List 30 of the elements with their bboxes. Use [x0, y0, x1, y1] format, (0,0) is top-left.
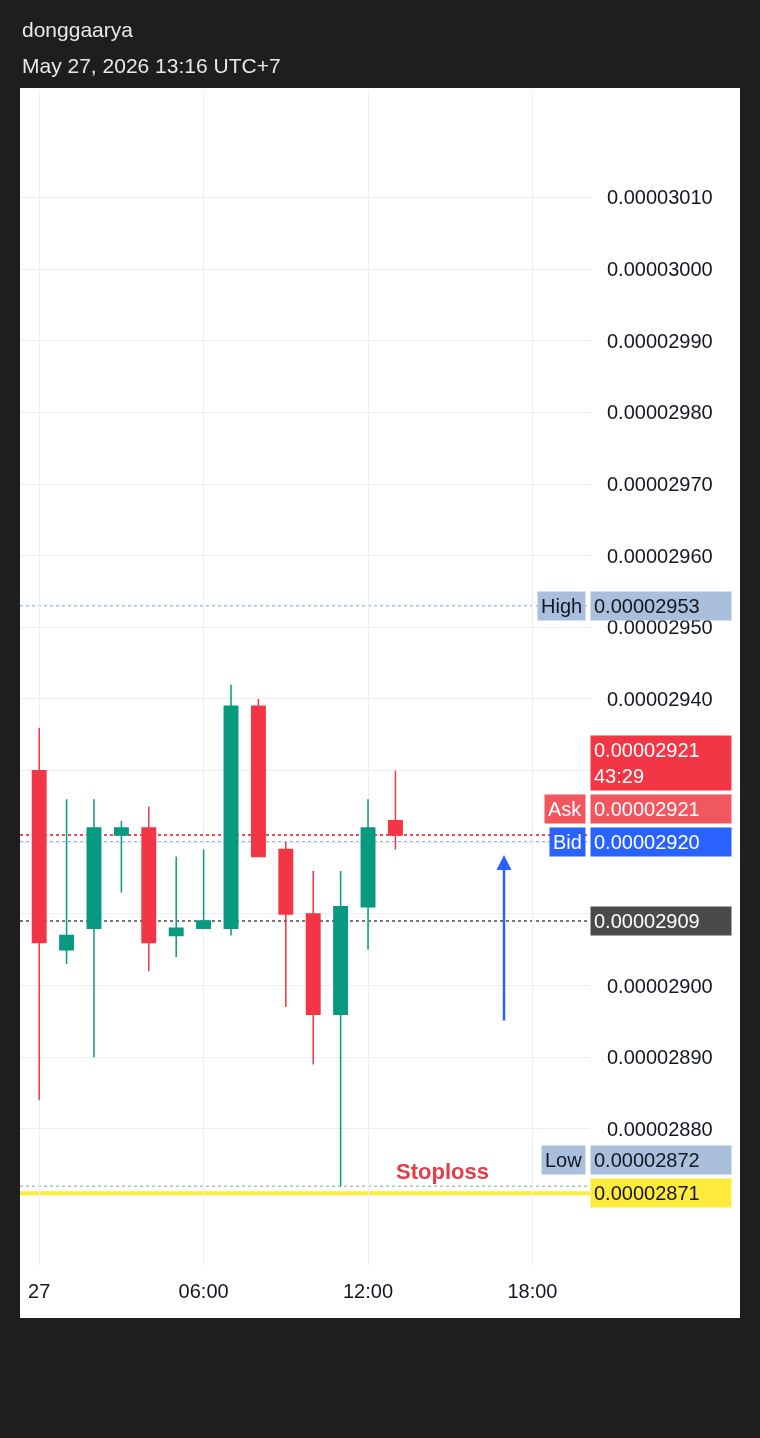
x-tick-label: 18:00	[507, 1280, 558, 1302]
y-tick-label: 0.00002990	[607, 329, 713, 352]
chart-title: donggaarya	[22, 18, 134, 41]
text: 0.00002921	[594, 739, 700, 761]
y-tick-label: 0.00002950	[607, 616, 713, 639]
text: 0.00002872	[594, 1149, 700, 1171]
x-tick-label: 27	[28, 1280, 51, 1302]
text: 0.00002920	[594, 831, 700, 853]
ref-line-label: Low	[545, 1149, 583, 1171]
chart-subtitle: May 27, 2026 13:16 UTC+7	[22, 54, 281, 77]
y-tick-label: 0.00003010	[607, 186, 713, 209]
ref-line-label: Ask	[548, 798, 583, 820]
y-tick-label: 0.00002880	[607, 1117, 713, 1140]
text: 0.00002921	[594, 798, 700, 820]
x-tick-label: 12:00	[343, 1280, 394, 1302]
y-tick-label: 0.00002970	[607, 473, 713, 496]
y-tick-label: 0.00002980	[607, 401, 713, 424]
text: 0.00002909	[594, 910, 700, 932]
text: 0.00002953	[594, 595, 700, 617]
y-tick-label: 0.00002960	[607, 544, 713, 567]
ref-line-label: Bid	[553, 831, 582, 853]
ref-line-label: High	[541, 595, 583, 617]
annotation: Stoploss	[396, 1159, 489, 1184]
y-tick-label: 0.00002900	[607, 974, 713, 997]
y-tick-label: 0.00002940	[607, 687, 713, 710]
y-tick-label: 0.00002890	[607, 1046, 713, 1069]
y-tick-label: 0.00003000	[607, 258, 713, 281]
x-tick-label: 06:00	[178, 1280, 229, 1302]
text: 0.00002871	[594, 1182, 700, 1204]
ref-line-label: 43:29	[594, 765, 645, 787]
